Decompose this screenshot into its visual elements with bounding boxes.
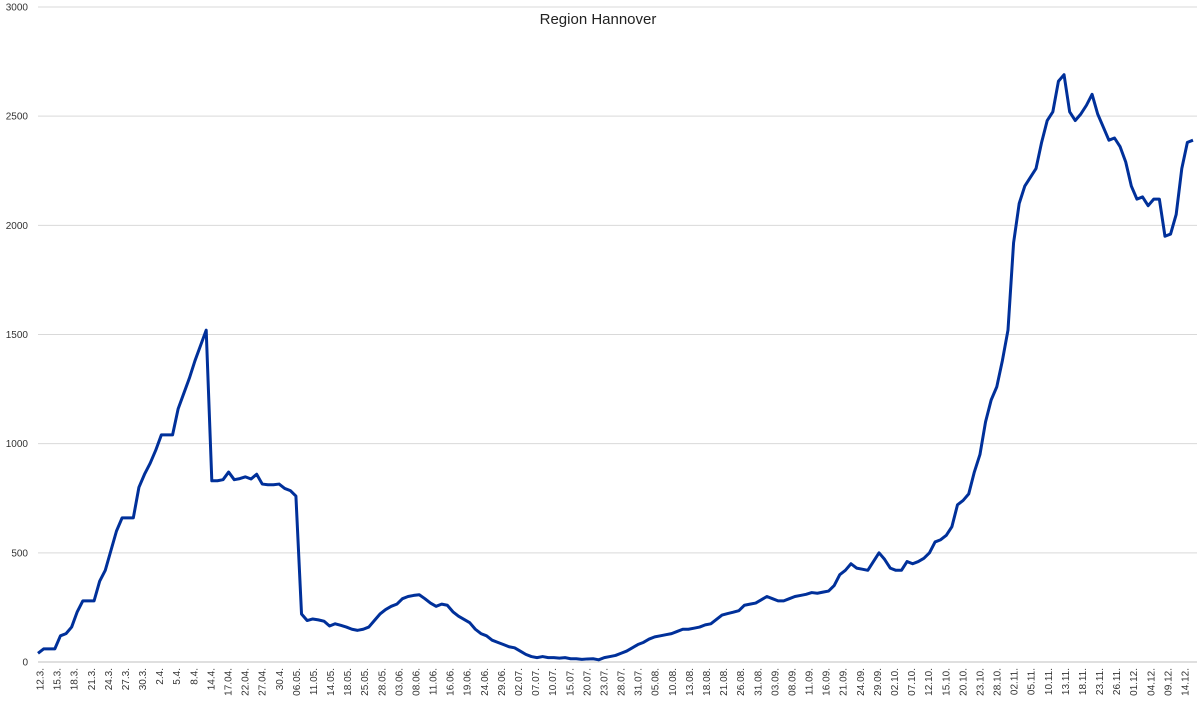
x-tick-label: 30.3. bbox=[138, 668, 149, 690]
x-tick-label: 31.07. bbox=[634, 668, 645, 696]
x-tick-label: 30.4. bbox=[275, 668, 286, 690]
x-tick-label: 02.07. bbox=[514, 668, 525, 696]
x-tick-label: 10.07. bbox=[548, 668, 559, 696]
x-tick-label: 31.08. bbox=[753, 668, 764, 696]
x-tick-label: 27.04. bbox=[258, 668, 269, 696]
x-tick-label: 21.08. bbox=[719, 668, 730, 696]
y-tick-label: 2000 bbox=[6, 221, 29, 232]
x-tick-label: 21.09. bbox=[839, 668, 850, 696]
x-tick-label: 14.12. bbox=[1181, 668, 1192, 696]
x-tick-label: 29.06. bbox=[497, 668, 508, 696]
x-tick-label: 26.08. bbox=[736, 668, 747, 696]
x-tick-label: 12.10. bbox=[924, 668, 935, 696]
x-tick-label: 11.09. bbox=[805, 668, 816, 695]
x-tick-label: 02.11. bbox=[1010, 668, 1021, 695]
x-tick-label: 18.08. bbox=[702, 668, 713, 696]
x-tick-label: 16.09. bbox=[822, 668, 833, 696]
y-axis-tick-labels: 0 500 1000 1500 2000 2500 3000 bbox=[6, 3, 29, 669]
x-tick-label: 13.08. bbox=[685, 668, 696, 696]
x-tick-label: 24.06. bbox=[480, 668, 491, 696]
x-tick-label: 28.05. bbox=[377, 668, 388, 696]
x-tick-label: 23.11. bbox=[1095, 668, 1106, 695]
y-tick-label: 500 bbox=[11, 548, 28, 559]
gridlines bbox=[38, 6, 1197, 663]
x-tick-label: 06.05. bbox=[292, 668, 303, 696]
y-tick-label: 1000 bbox=[6, 439, 29, 450]
x-tick-label: 18.3. bbox=[70, 668, 81, 690]
x-tick-label: 11.06. bbox=[429, 668, 440, 695]
x-tick-label: 18.05. bbox=[343, 668, 354, 696]
x-tick-label: 15.3. bbox=[53, 668, 64, 690]
x-tick-label: 21.3. bbox=[87, 668, 98, 690]
x-tick-label: 26.11. bbox=[1112, 668, 1123, 695]
series-line-0 bbox=[37, 73, 1194, 662]
x-tick-label: 11.05. bbox=[309, 668, 320, 695]
x-tick-label: 07.07. bbox=[531, 668, 542, 696]
x-tick-label: 20.10. bbox=[958, 668, 969, 696]
x-tick-label: 27.3. bbox=[121, 668, 132, 690]
x-tick-label: 8.4. bbox=[189, 668, 200, 685]
x-tick-label: 10.08. bbox=[668, 668, 679, 696]
x-tick-label: 5.4. bbox=[172, 668, 183, 685]
x-tick-label: 07.10. bbox=[907, 668, 918, 696]
x-tick-label: 01.12. bbox=[1129, 668, 1140, 696]
x-tick-label: 24.3. bbox=[104, 668, 115, 690]
x-tick-label: 17.04. bbox=[223, 668, 234, 696]
y-tick-label: 2500 bbox=[6, 112, 29, 123]
x-tick-label: 24.09. bbox=[856, 668, 867, 696]
x-tick-label: 14.05. bbox=[326, 668, 337, 696]
x-tick-label: 08.09. bbox=[787, 668, 798, 696]
x-tick-label: 23.10. bbox=[975, 668, 986, 696]
y-tick-label: 3000 bbox=[6, 3, 29, 14]
x-tick-label: 12.3. bbox=[36, 668, 47, 690]
x-tick-label: 08.06. bbox=[411, 668, 422, 696]
x-tick-label: 28.10. bbox=[993, 668, 1004, 696]
x-tick-label: 15.10. bbox=[941, 668, 952, 696]
x-tick-label: 28.07. bbox=[617, 668, 628, 696]
x-tick-label: 2.4. bbox=[155, 668, 166, 685]
x-tick-label: 13.11. bbox=[1061, 668, 1072, 695]
x-tick-label: 02.10. bbox=[890, 668, 901, 696]
x-axis-tick-labels: 12.3. 15.3. 18.3. 21.3. 24.3. 27.3. 30.3. 2.4. 5… bbox=[36, 668, 1192, 696]
x-tick-label: 15.07. bbox=[565, 668, 576, 696]
x-tick-label: 20.07. bbox=[582, 668, 593, 696]
x-tick-label: 14.4. bbox=[206, 668, 217, 690]
x-tick-label: 09.12. bbox=[1163, 668, 1174, 696]
x-tick-label: 29.09. bbox=[873, 668, 884, 696]
x-tick-label: 04.12. bbox=[1146, 668, 1157, 696]
y-tick-label: 1500 bbox=[6, 330, 29, 341]
x-tick-label: 18.11. bbox=[1078, 668, 1089, 695]
x-tick-label: 05.08. bbox=[651, 668, 662, 696]
x-tick-label: 05.11. bbox=[1027, 668, 1038, 695]
y-tick-label: 0 bbox=[22, 658, 28, 669]
x-tick-label: 16.06. bbox=[446, 668, 457, 696]
x-tick-label: 03.06. bbox=[394, 668, 405, 696]
x-tick-label: 03.09. bbox=[770, 668, 781, 696]
x-tick-label: 23.07. bbox=[599, 668, 610, 696]
x-tick-label: 22.04. bbox=[241, 668, 252, 696]
x-tick-label: 10.11. bbox=[1044, 668, 1055, 695]
chart-title: Region Hannover bbox=[540, 11, 657, 28]
x-tick-label: 19.06. bbox=[463, 668, 474, 696]
series-group bbox=[37, 73, 1194, 662]
x-tick-label: 25.05. bbox=[360, 668, 371, 696]
